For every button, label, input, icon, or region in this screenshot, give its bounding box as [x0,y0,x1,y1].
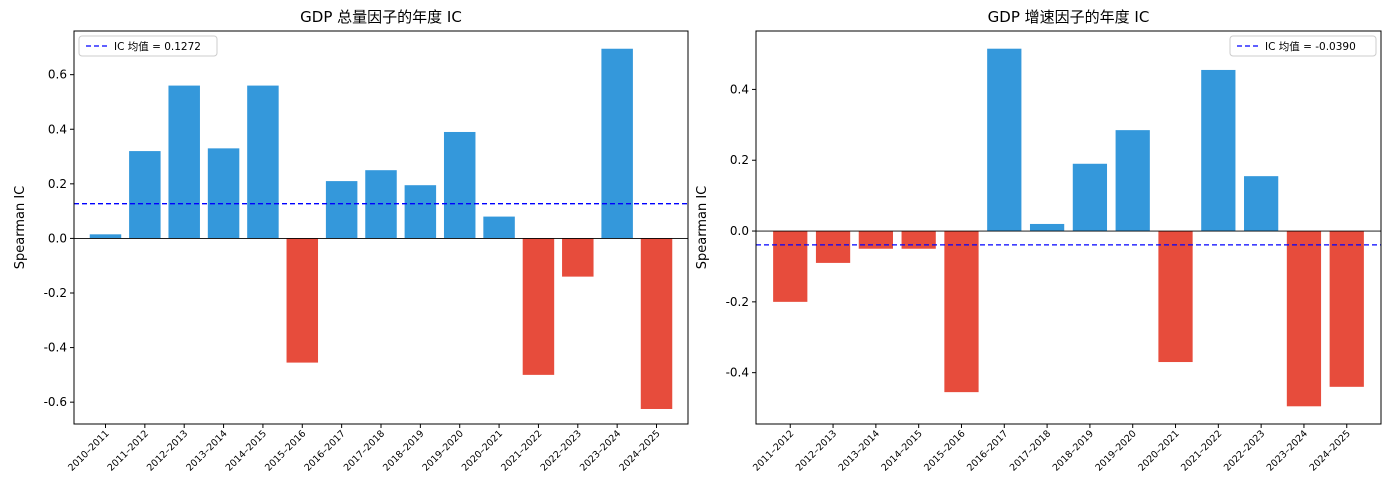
legend-box [78,35,218,57]
bar-2013–2014 [207,148,240,239]
bar-2013–2014 [858,231,893,249]
y-tick-label: 0.4 [48,122,67,136]
bar-2022–2023 [1244,176,1279,232]
x-tick-label: 2024–2025 [617,428,662,473]
x-tick-label: 2016–2017 [965,428,1010,473]
legend: IC 均值 = 0.1272 [78,35,218,57]
x-tick-label: 2018–2019 [1051,428,1096,473]
plot-frame [755,30,1382,425]
y-tick-label: 0.6 [48,68,67,82]
bar-2011–2012 [773,231,808,302]
bar-2018–2019 [404,185,437,239]
chart-2: GDP 增速因子的年度 IC Spearman IC -0.4 -0.2 0.0 0.2 0… [695,8,1382,474]
legend-label: IC 均值 = -0.0390 [1265,40,1356,53]
bar-2024–2025 [1329,231,1364,387]
bar-2018–2019 [1072,163,1108,232]
bar-2011–2012 [129,151,161,239]
bar-2022–2023 [562,238,594,277]
bar-2015–2016 [944,231,979,393]
bar-2014–2015 [901,231,936,249]
x-tick-label: 2011–2012 [751,428,796,473]
bar-2016–2017 [325,181,358,239]
bar-2016–2017 [987,48,1022,232]
x-tick-label: 2020–2021 [1136,428,1181,473]
bar-2023–2024 [601,48,633,239]
x-tick-label: 2020–2021 [460,428,505,473]
bar-2012–2013 [815,231,851,263]
legend-label: IC 均值 = 0.1272 [114,40,201,53]
bar-2019–2020 [1115,130,1150,232]
x-tick-label: 2012–2013 [794,428,839,473]
bar-2021–2022 [522,238,555,375]
chart-title: GDP 增速因子的年度 IC [988,8,1150,26]
chart-title: GDP 总量因子的年度 IC [300,8,462,26]
y-tick-label: -0.2 [44,286,67,300]
bar-2023–2024 [1286,231,1322,407]
y-tick-label: -0.6 [44,395,67,409]
bar-2012–2013 [168,85,200,239]
y-tick-label: -0.4 [44,341,67,355]
x-tick-label: 2014–2015 [879,428,924,473]
y-tick-label: -0.4 [726,366,749,380]
x-tick-label: 2014–2015 [224,428,269,473]
x-tick-label: 2018–2019 [381,428,426,473]
bar-2015–2016 [286,238,319,363]
legend-box [1229,35,1377,57]
bar-2019–2020 [443,131,476,239]
y-tick-label: 0.2 [730,153,749,167]
x-tick-label: 2017–2018 [342,428,387,473]
x-tick-label: 2022–2023 [1222,428,1267,473]
y-tick-label: 0.4 [730,82,749,96]
bar-2020–2021 [1158,231,1193,363]
x-tick-label: 2019–2020 [1094,428,1139,473]
bar-2014–2015 [247,85,279,239]
bar-2021–2022 [1201,69,1236,232]
x-tick-label: 2023–2024 [578,428,623,473]
x-tick-label: 2016–2017 [302,428,347,473]
y-tick-label: -0.2 [726,295,749,309]
x-tick-label: 2013–2014 [184,428,229,473]
x-tick-label: 2023–2024 [1265,428,1310,473]
x-tick-label: 2017–2018 [1008,428,1053,473]
y-tick-label: 0.0 [48,231,67,245]
x-tick-label: 2012–2013 [145,428,190,473]
y-axis-label: Spearman IC [695,186,710,270]
legend: IC 均值 = -0.0390 [1229,35,1377,57]
x-tick-label: 2010–2011 [66,428,111,473]
x-tick-label: 2015–2016 [922,428,967,473]
x-tick-label: 2021–2022 [1179,428,1224,473]
x-tick-label: 2019–2020 [421,428,466,473]
bar-2010–2011 [89,234,122,239]
x-tick-label: 2015–2016 [263,428,308,473]
x-tick-label: 2021–2022 [499,428,544,473]
x-tick-label: 2011–2012 [106,428,151,473]
x-tick-label: 2022–2023 [539,428,584,473]
bar-2024–2025 [640,238,673,409]
x-tick-label: 2024–2025 [1308,428,1353,473]
bar-2020–2021 [483,216,515,239]
bar-2017–2018 [1029,223,1065,232]
y-tick-label: 0.2 [48,177,67,191]
chart-1: GDP 总量因子的年度 IC Spearman IC -0.6 -0.4 -0.2 0.0… [13,8,689,474]
y-axis-label: Spearman IC [13,186,28,270]
y-tick-label: 0.0 [730,224,749,238]
x-tick-label: 2013–2014 [837,428,882,473]
